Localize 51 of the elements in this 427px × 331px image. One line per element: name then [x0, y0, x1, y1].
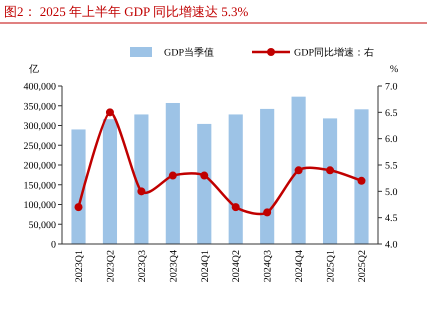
y-tick-label: 200,000	[24, 160, 56, 172]
y-tick-label: 0	[51, 240, 56, 250]
chart-title: 图2： 2025 年上半年 GDP 同比增速达 5.3%	[4, 4, 249, 19]
y2-tick-label: 6.5	[385, 108, 398, 119]
point	[200, 172, 208, 180]
point	[137, 187, 146, 196]
x-tick-label: 2024Q4	[294, 250, 306, 282]
bar	[71, 129, 86, 244]
bar	[292, 96, 306, 244]
x-tick-label: 2023Q1	[74, 250, 86, 282]
bar	[228, 114, 243, 244]
bar	[354, 109, 369, 244]
bar	[102, 119, 118, 244]
point	[106, 108, 114, 116]
x-tick-label: 2024Q2	[231, 250, 242, 282]
y-tick-label: 100,000	[24, 200, 56, 211]
x-tick-label: 2025Q1	[326, 250, 337, 282]
y2-tick-label: 4.5	[385, 213, 398, 224]
x-tick-label: 2025Q2	[356, 250, 368, 282]
bar	[197, 124, 212, 244]
legend-label: GDP同比增速：右	[294, 46, 374, 58]
point	[357, 176, 366, 185]
x-tick-label: 2023Q2	[105, 250, 116, 282]
point	[74, 203, 83, 212]
point	[232, 203, 240, 212]
y-tick-label: 150,000	[24, 180, 56, 192]
x-tick-label: 2023Q4	[168, 250, 180, 282]
bar	[322, 118, 338, 244]
point	[263, 208, 272, 216]
y-axis-title: 亿	[28, 64, 39, 75]
bar	[260, 108, 274, 244]
y-tick-label: 250,000	[24, 140, 56, 152]
bar	[134, 114, 148, 244]
point	[294, 166, 303, 174]
y-tick-label: 300,000	[24, 121, 56, 132]
x-tick-label: 2023Q3	[136, 250, 148, 282]
y2-axis-title: %	[390, 64, 398, 75]
y2-tick-label: 5.5	[385, 160, 398, 172]
point	[168, 172, 177, 180]
point	[326, 166, 334, 174]
x-tick-label: 2024Q3	[262, 250, 274, 282]
y2-tick-label: 7.0	[385, 82, 398, 92]
y2-tick-label: 5.0	[385, 186, 398, 198]
x-tick-label: 2024Q1	[200, 250, 211, 282]
legend-label: GDP当季值	[164, 46, 214, 58]
y-tick-label: 400,000	[24, 82, 56, 92]
y-tick-label: 350,000	[24, 101, 56, 112]
bar	[166, 102, 180, 244]
y2-tick-label: 4.0	[385, 240, 398, 250]
y2-tick-label: 6.0	[385, 134, 398, 146]
y-tick-label: 50,000	[28, 220, 56, 231]
